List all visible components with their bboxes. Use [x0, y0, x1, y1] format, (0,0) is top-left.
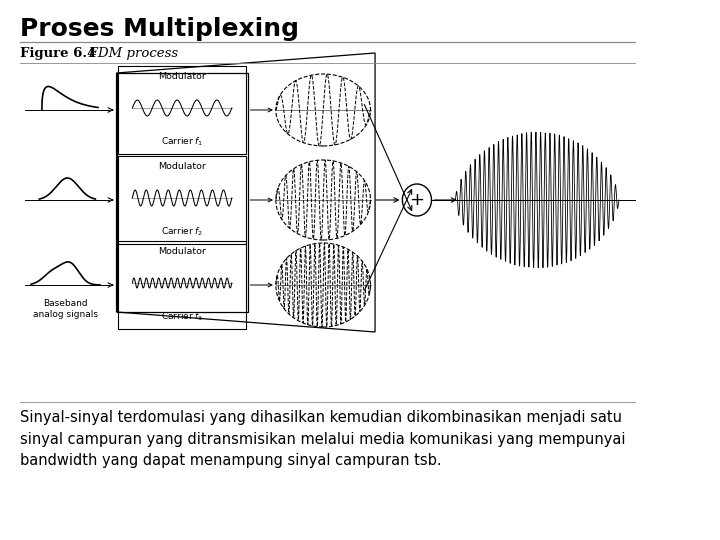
Text: Sinyal-sinyal terdomulasi yang dihasilkan kemudian dikombinasikan menjadi satu
s: Sinyal-sinyal terdomulasi yang dihasilka… — [20, 410, 626, 468]
Text: Carrier $f_2$: Carrier $f_2$ — [161, 226, 203, 238]
Text: Carrier $f_3$: Carrier $f_3$ — [161, 310, 203, 323]
Text: Modulator: Modulator — [158, 72, 206, 81]
Text: Proses Multiplexing: Proses Multiplexing — [20, 17, 299, 41]
Bar — [117, 73, 248, 312]
Text: +: + — [410, 191, 424, 209]
Bar — [118, 156, 246, 244]
Text: Baseband
analog signals: Baseband analog signals — [33, 299, 98, 319]
Bar — [118, 66, 246, 154]
Bar — [118, 241, 246, 329]
Text: Modulator: Modulator — [158, 247, 206, 256]
Text: Figure 6.4: Figure 6.4 — [20, 47, 96, 60]
Text: Carrier $f_1$: Carrier $f_1$ — [161, 136, 203, 148]
Text: FDM process: FDM process — [76, 47, 178, 60]
Text: Modulator: Modulator — [158, 162, 206, 171]
